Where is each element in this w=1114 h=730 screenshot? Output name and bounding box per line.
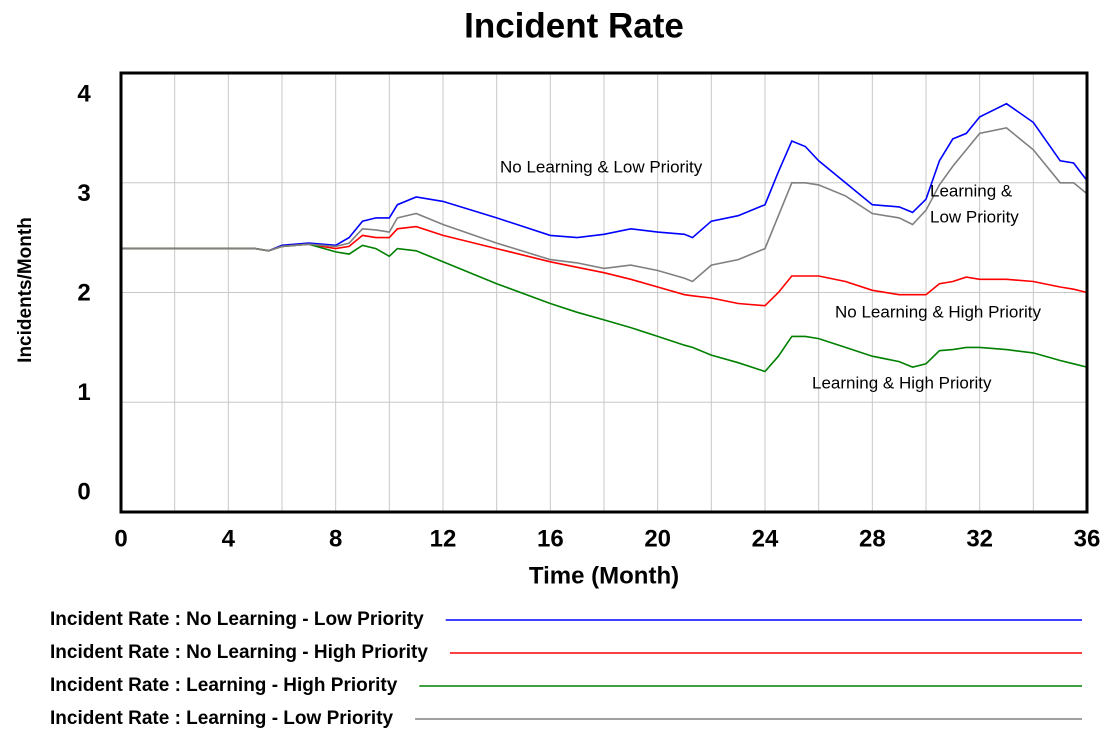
x-tick-label: 4 [222, 525, 236, 552]
y-tick-label: 1 [77, 379, 90, 406]
legend-label: Incident Rate : Learning - Low Priority [50, 708, 394, 729]
x-tick-label: 20 [644, 525, 671, 552]
y-tick-label: 4 [77, 80, 91, 107]
series-line [121, 102, 1088, 252]
x-tick-label: 24 [752, 525, 779, 552]
annotation: Learning & High Priority [812, 373, 992, 392]
annotation: Learning & [930, 181, 1013, 200]
y-tick-label: 3 [77, 180, 90, 207]
y-tick-label: 2 [77, 279, 90, 306]
annotation: No Learning & High Priority [835, 302, 1041, 321]
x-tick-label: 28 [859, 525, 886, 552]
x-tick-label: 32 [966, 525, 993, 552]
x-tick-label: 8 [329, 525, 342, 552]
annotation: No Learning & Low Priority [500, 157, 703, 176]
x-tick-label: 0 [114, 525, 127, 552]
legend-label: Incident Rate : No Learning - High Prior… [50, 642, 428, 663]
series-line [121, 225, 1088, 307]
x-axis-label: Time (Month) [529, 562, 679, 589]
series-line [121, 243, 1088, 373]
legend-label: Incident Rate : No Learning - Low Priori… [50, 609, 424, 630]
x-tick-label: 36 [1074, 525, 1101, 552]
legend-label: Incident Rate : Learning - High Priority [50, 675, 398, 696]
chart-title: Incident Rate [464, 6, 684, 45]
y-axis-label: Incidents/Month [15, 217, 36, 363]
y-tick-label: 0 [77, 478, 90, 505]
series-line [121, 127, 1088, 283]
x-tick-label: 12 [430, 525, 457, 552]
x-tick-label: 16 [537, 525, 564, 552]
plot-frame [119, 71, 1089, 514]
annotation: Low Priority [930, 207, 1019, 226]
